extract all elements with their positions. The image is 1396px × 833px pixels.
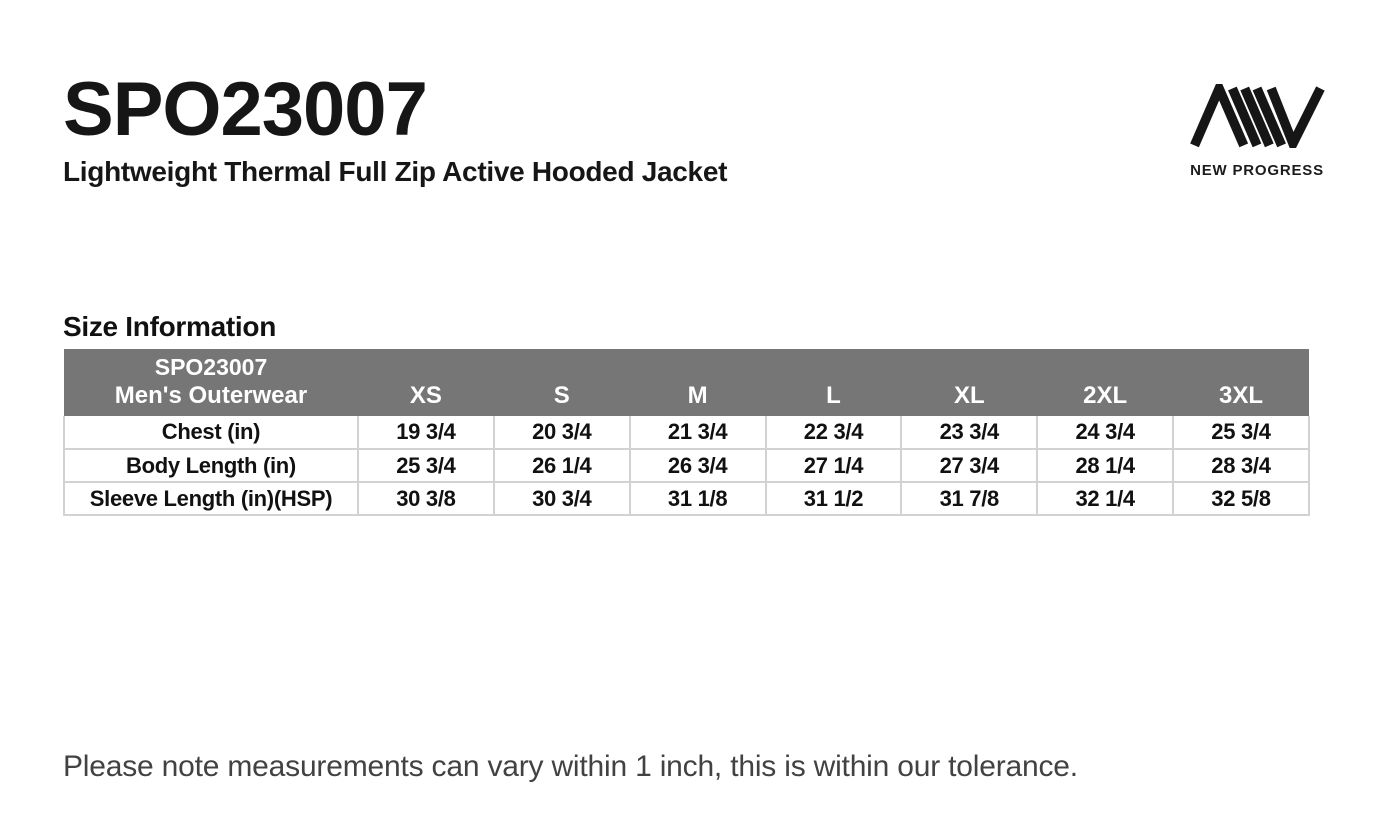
cell-value: 20 3/4	[492, 416, 631, 450]
cell-value: 32 1/4	[1036, 481, 1175, 516]
cell-value: 31 1/8	[628, 481, 767, 516]
cell-value: 22 3/4	[764, 416, 903, 450]
cell-value: 27 1/4	[764, 448, 903, 483]
cell-value: 25 3/4	[1172, 416, 1310, 450]
header-row-sizes: Men's Outerwear XS S M L XL 2XL 3XL	[64, 381, 1309, 416]
tolerance-note: Please note measurements can vary within…	[63, 750, 1078, 783]
measurement-row-body-length: Body Length (in) 25 3/4 26 1/4 26 3/4 27…	[63, 448, 1310, 483]
size-col-header-m: M	[629, 381, 766, 416]
size-chart-table: SPO23007 Men's Outerwear XS S M L XL 2XL…	[63, 349, 1310, 516]
measurement-row-chest: Chest (in) 19 3/4 20 3/4 21 3/4 22 3/4 2…	[63, 416, 1310, 450]
row-label: Sleeve Length (in)(HSP)	[63, 481, 359, 516]
header-product-code: SPO23007	[64, 349, 358, 381]
row-label: Chest (in)	[63, 416, 359, 450]
size-col-header-xl: XL	[901, 381, 1038, 416]
cell-value: 30 3/8	[357, 481, 495, 516]
product-name-subtitle: Lightweight Thermal Full Zip Active Hood…	[63, 156, 728, 187]
product-code-title: SPO23007	[63, 67, 428, 152]
measurement-row-sleeve-length: Sleeve Length (in)(HSP) 30 3/8 30 3/4 31…	[63, 481, 1310, 516]
size-chart-header: SPO23007 Men's Outerwear XS S M L XL 2XL…	[64, 349, 1309, 416]
cell-value: 31 7/8	[900, 481, 1039, 516]
size-col-header-2xl: 2XL	[1037, 381, 1174, 416]
cell-value: 28 1/4	[1036, 448, 1175, 483]
size-col-header-l: L	[765, 381, 902, 416]
cell-value: 28 3/4	[1172, 448, 1310, 483]
size-col-header-s: S	[493, 381, 630, 416]
brand-block: NEW PROGRESS	[1182, 84, 1332, 179]
cell-value: 30 3/4	[492, 481, 631, 516]
cell-value: 31 1/2	[764, 481, 903, 516]
row-label: Body Length (in)	[63, 448, 359, 483]
size-col-header-xs: XS	[358, 381, 494, 416]
product-header: SPO23007 Lightweight Thermal Full Zip Ac…	[63, 72, 727, 188]
cell-value: 25 3/4	[357, 448, 495, 483]
header-category: Men's Outerwear	[64, 381, 358, 416]
cell-value: 21 3/4	[628, 416, 767, 450]
header-row-product: SPO23007	[64, 349, 1309, 381]
brand-name: NEW PROGRESS	[1190, 162, 1324, 179]
cell-value: 26 1/4	[492, 448, 631, 483]
size-section-heading: Size Information	[63, 311, 276, 342]
cell-value: 32 5/8	[1172, 481, 1310, 516]
cell-value: 26 3/4	[628, 448, 767, 483]
cell-value: 24 3/4	[1036, 416, 1175, 450]
cell-value: 19 3/4	[357, 416, 495, 450]
aw-monogram-icon	[1190, 84, 1325, 148]
cell-value: 23 3/4	[900, 416, 1039, 450]
size-chart: SPO23007 Men's Outerwear XS S M L XL 2XL…	[63, 349, 1310, 516]
cell-value: 27 3/4	[900, 448, 1039, 483]
size-col-header-3xl: 3XL	[1173, 381, 1309, 416]
